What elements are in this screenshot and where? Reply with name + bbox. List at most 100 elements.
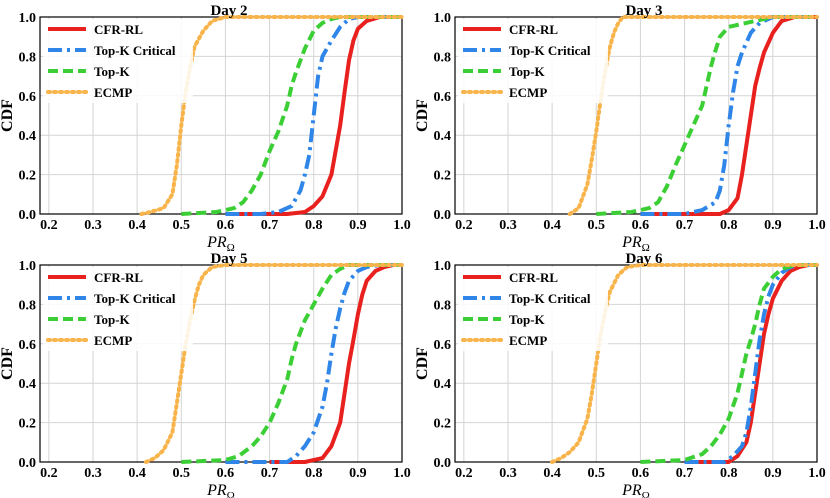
x-tick-label: 0.6 xyxy=(217,218,235,233)
y-axis-label: CDF xyxy=(0,347,16,380)
x-tick-label: 0.8 xyxy=(305,218,323,233)
y-tick-label: 0.4 xyxy=(434,377,452,392)
y-tick-label: 0.8 xyxy=(19,298,37,313)
legend: CFR-RL Top-K Critical Top-K ECMP xyxy=(458,267,608,351)
y-tick-label: 0.2 xyxy=(19,169,37,184)
legend-label: Top-K Critical xyxy=(509,291,591,306)
x-tick-label: 0.6 xyxy=(632,218,650,233)
series-line-cfr-rl xyxy=(684,263,817,464)
x-tick-label: 0.2 xyxy=(40,218,58,233)
legend-label: CFR-RL xyxy=(509,270,558,285)
x-tick-label: 0.8 xyxy=(720,466,738,481)
x-axis-label: PRΩ xyxy=(621,234,650,254)
x-tick-label: 0.3 xyxy=(84,466,102,481)
chart-title: Day 5 xyxy=(210,251,247,267)
x-tick-label: 0.8 xyxy=(720,218,738,233)
y-axis-label: CDF xyxy=(0,99,16,132)
y-axis-label: CDF xyxy=(414,99,431,132)
y-tick-label: 1.0 xyxy=(19,259,37,274)
x-tick-label: 0.5 xyxy=(588,218,606,233)
y-tick-label: 0.4 xyxy=(19,129,37,144)
y-tick-label: 0.6 xyxy=(434,90,452,105)
legend: CFR-RL Top-K Critical Top-K ECMP xyxy=(43,267,193,351)
x-tick-label: 1.0 xyxy=(808,218,826,233)
series-line-top-k-critical xyxy=(225,263,402,464)
x-axis-label: PRΩ xyxy=(621,482,650,498)
x-tick-label: 0.7 xyxy=(261,218,279,233)
legend-label: Top-K xyxy=(94,312,131,327)
chart-panel-3: 0.2 0.3 0.4 0.5 0.6 0.7 0.8 0.9 1.00.00.20.40.60… xyxy=(0,251,411,498)
series-line-top-k xyxy=(181,263,402,464)
x-tick-label: 0.7 xyxy=(261,466,279,481)
y-tick-label: 1.0 xyxy=(434,11,452,26)
x-tick-label: 1.0 xyxy=(808,466,826,481)
x-tick-label: 0.9 xyxy=(764,218,782,233)
y-tick-label: 0.8 xyxy=(19,50,37,65)
y-tick-label: 0.0 xyxy=(19,208,37,223)
legend-label: CFR-RL xyxy=(94,22,143,37)
y-tick-label: 0.4 xyxy=(19,377,37,392)
legend-box xyxy=(458,19,608,103)
x-tick-label: 0.9 xyxy=(349,466,367,481)
legend-label: Top-K xyxy=(509,312,546,327)
legend-label: Top-K Critical xyxy=(509,43,591,58)
y-tick-label: 0.0 xyxy=(434,456,452,471)
y-tick-label: 1.0 xyxy=(19,11,37,26)
x-axis-label: PRΩ xyxy=(206,234,235,254)
x-axis-label: PRΩ xyxy=(206,482,235,498)
legend-label: ECMP xyxy=(94,333,132,348)
legend-box xyxy=(458,267,608,351)
series-line-top-k xyxy=(640,263,817,464)
x-tick-label: 0.5 xyxy=(588,466,606,481)
series-line-cfr-rl xyxy=(225,15,402,216)
x-tick-label: 0.4 xyxy=(543,218,561,233)
x-tick-label: 0.4 xyxy=(128,466,146,481)
x-tick-label: 0.4 xyxy=(543,466,561,481)
y-axis-label: CDF xyxy=(414,347,431,380)
y-tick-label: 0.0 xyxy=(19,456,37,471)
x-tick-label: 0.6 xyxy=(632,466,650,481)
x-tick-label: 0.2 xyxy=(455,218,473,233)
y-tick-label: 1.0 xyxy=(434,259,452,274)
legend: CFR-RL Top-K Critical Top-K ECMP xyxy=(43,19,193,103)
series-line-cfr-rl xyxy=(269,263,402,464)
x-tick-label: 0.7 xyxy=(676,218,694,233)
series-line-top-k xyxy=(181,15,402,216)
y-tick-label: 0.4 xyxy=(434,129,452,144)
y-tick-label: 0.2 xyxy=(19,417,37,432)
x-tick-label: 1.0 xyxy=(393,466,411,481)
legend-label: Top-K Critical xyxy=(94,43,176,58)
y-tick-label: 0.8 xyxy=(434,50,452,65)
legend-label: CFR-RL xyxy=(94,270,143,285)
x-tick-label: 0.3 xyxy=(499,466,517,481)
y-tick-label: 0.6 xyxy=(434,338,452,353)
chart-panel-2: 0.2 0.3 0.4 0.5 0.6 0.7 0.8 0.9 1.00.00.20.40.60… xyxy=(414,3,826,254)
x-tick-label: 0.3 xyxy=(499,218,517,233)
x-tick-label: 0.9 xyxy=(764,466,782,481)
y-tick-label: 0.8 xyxy=(434,298,452,313)
legend-label: Top-K Critical xyxy=(94,291,176,306)
x-tick-label: 0.2 xyxy=(40,466,58,481)
x-tick-label: 0.2 xyxy=(455,466,473,481)
series-line-top-k-critical xyxy=(684,263,817,464)
chart-title: Day 6 xyxy=(625,251,663,267)
x-tick-label: 0.5 xyxy=(173,466,191,481)
legend: CFR-RL Top-K Critical Top-K ECMP xyxy=(458,19,608,103)
x-tick-label: 0.7 xyxy=(676,466,694,481)
legend-label: CFR-RL xyxy=(509,22,558,37)
series-line-top-k xyxy=(596,15,817,216)
x-tick-label: 0.6 xyxy=(217,466,235,481)
x-tick-label: 0.5 xyxy=(173,218,191,233)
y-tick-label: 0.2 xyxy=(434,169,452,184)
legend-box xyxy=(43,267,193,351)
legend-label: Top-K xyxy=(509,64,546,79)
legend-label: ECMP xyxy=(94,85,132,100)
y-tick-label: 0.0 xyxy=(434,208,452,223)
legend-label: ECMP xyxy=(509,333,547,348)
y-tick-label: 0.2 xyxy=(434,417,452,432)
legend-label: Top-K xyxy=(94,64,131,79)
legend-label: ECMP xyxy=(509,85,547,100)
series-line-top-k-critical xyxy=(640,15,817,216)
y-tick-label: 0.6 xyxy=(19,338,37,353)
